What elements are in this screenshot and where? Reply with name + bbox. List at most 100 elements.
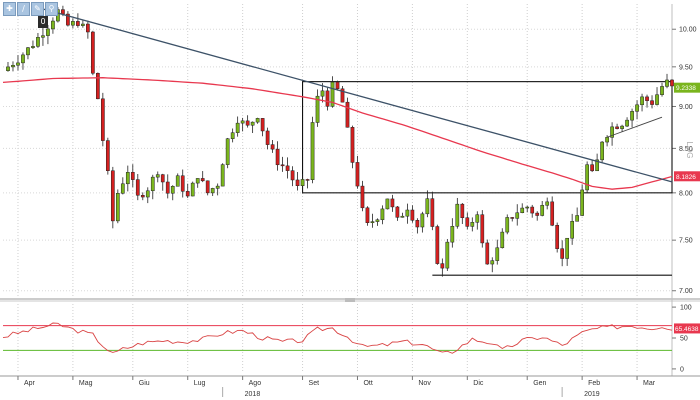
candle-down	[200, 178, 205, 182]
edit-tool-button[interactable]: ✎	[31, 2, 44, 16]
candle-down	[140, 195, 145, 198]
candle-up	[36, 37, 40, 47]
candle-down	[76, 21, 80, 26]
y-tick-label: 7.00	[679, 288, 693, 295]
candle-up	[71, 21, 75, 26]
moving-average-value-label: 8.1826	[676, 174, 696, 181]
candle-down	[615, 126, 619, 129]
candle-up	[310, 122, 315, 180]
candle-down	[480, 214, 485, 244]
candle-up	[475, 214, 480, 223]
candle-up	[81, 23, 85, 26]
oscillator-line	[2, 322, 673, 354]
candle-up	[375, 219, 380, 222]
candle-down	[295, 179, 300, 186]
candle-down	[430, 198, 435, 227]
candle-down	[555, 224, 560, 249]
candle-up	[250, 121, 255, 126]
candle-up	[11, 64, 15, 68]
candle-down	[245, 120, 250, 126]
candle-down	[130, 172, 135, 180]
candle-up	[215, 185, 220, 189]
candle-down	[465, 217, 470, 227]
candle-up	[125, 172, 130, 185]
candle-up	[26, 47, 30, 56]
x-tick-label: Mag	[79, 380, 93, 387]
candle-up	[565, 237, 570, 259]
x-tick-label: Ago	[249, 380, 262, 387]
candle-down	[350, 127, 355, 163]
candle-down	[435, 226, 440, 264]
draw-tool-button[interactable]: ∕	[17, 2, 30, 16]
x-tick-label: Ott	[363, 380, 372, 387]
x-tick-label: Giu	[139, 380, 150, 387]
oscillator-y-tick-label: 50	[680, 336, 688, 343]
candle-up	[155, 174, 160, 178]
candle-down	[440, 263, 445, 269]
crosshair-tool-button[interactable]: ✚	[3, 2, 16, 16]
candle-down	[510, 217, 515, 219]
candle-up	[495, 247, 500, 261]
candle-up	[385, 198, 390, 210]
candle-up	[320, 90, 325, 97]
candle-up	[610, 126, 614, 138]
candle-down	[340, 88, 345, 103]
candle-up	[380, 208, 385, 221]
candle-down	[165, 181, 170, 194]
candle-up	[570, 221, 574, 239]
candle-up	[31, 46, 35, 48]
candle-up	[240, 120, 245, 124]
candle-up	[400, 215, 405, 218]
log-scale-label: LOG	[685, 142, 694, 159]
candle-up	[525, 206, 530, 209]
candle-up	[490, 260, 495, 265]
moving-average-line	[2, 77, 673, 190]
candle-down	[325, 90, 330, 107]
candle-down	[535, 212, 540, 216]
candle-down	[91, 31, 95, 74]
candle-up	[545, 201, 550, 206]
last-price-badge	[674, 82, 700, 93]
candle-up	[470, 222, 475, 227]
candle-down	[335, 81, 340, 90]
candle-down	[205, 180, 210, 194]
candle-down	[96, 72, 100, 100]
y-tick-label: 7.50	[679, 238, 693, 245]
candle-down	[460, 203, 465, 218]
candle-up	[595, 159, 599, 172]
candle-up	[51, 20, 55, 30]
x-tick-label: Mar	[643, 380, 656, 387]
x-tick-label: Dic	[473, 380, 484, 387]
candle-down	[590, 164, 594, 172]
y-tick-label: 8.50	[679, 146, 693, 153]
candle-up	[195, 178, 200, 184]
candle-down	[180, 175, 185, 192]
x-tick-label: Lug	[194, 380, 206, 387]
zoom-tool-button[interactable]: ⚲	[45, 2, 58, 16]
candle-up	[190, 182, 195, 197]
candle-up	[540, 205, 545, 216]
candle-down	[270, 144, 275, 150]
candle-down	[280, 164, 285, 167]
candle-up	[220, 164, 225, 187]
candle-up	[445, 241, 450, 269]
candle-up	[370, 221, 375, 223]
candle-up	[115, 193, 120, 222]
candle-up	[145, 190, 150, 198]
candle-up	[425, 198, 430, 215]
oscillator-value-label: 65.4638	[675, 326, 699, 333]
main-plot-area	[3, 4, 672, 296]
moving-average-badge	[674, 171, 700, 182]
candle-up	[330, 81, 335, 107]
candle-up	[21, 54, 25, 64]
x-tick-label: Set	[309, 380, 320, 387]
y-tick-label: 8.00	[679, 190, 693, 197]
candle-up	[660, 86, 664, 95]
candle-up	[225, 138, 230, 165]
candle-up	[505, 217, 510, 233]
candle-down	[265, 130, 270, 145]
candle-up	[46, 28, 50, 36]
candle-down	[395, 206, 400, 218]
descending-trendline	[42, 8, 673, 183]
